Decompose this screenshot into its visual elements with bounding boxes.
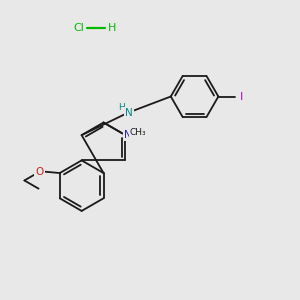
Text: N: N (125, 108, 133, 118)
Text: H: H (118, 103, 124, 112)
Text: I: I (240, 92, 243, 101)
Text: H: H (108, 23, 116, 33)
Text: CH₃: CH₃ (130, 128, 146, 137)
Text: Cl: Cl (73, 23, 84, 33)
Text: O: O (35, 167, 44, 176)
Text: N: N (124, 130, 132, 140)
